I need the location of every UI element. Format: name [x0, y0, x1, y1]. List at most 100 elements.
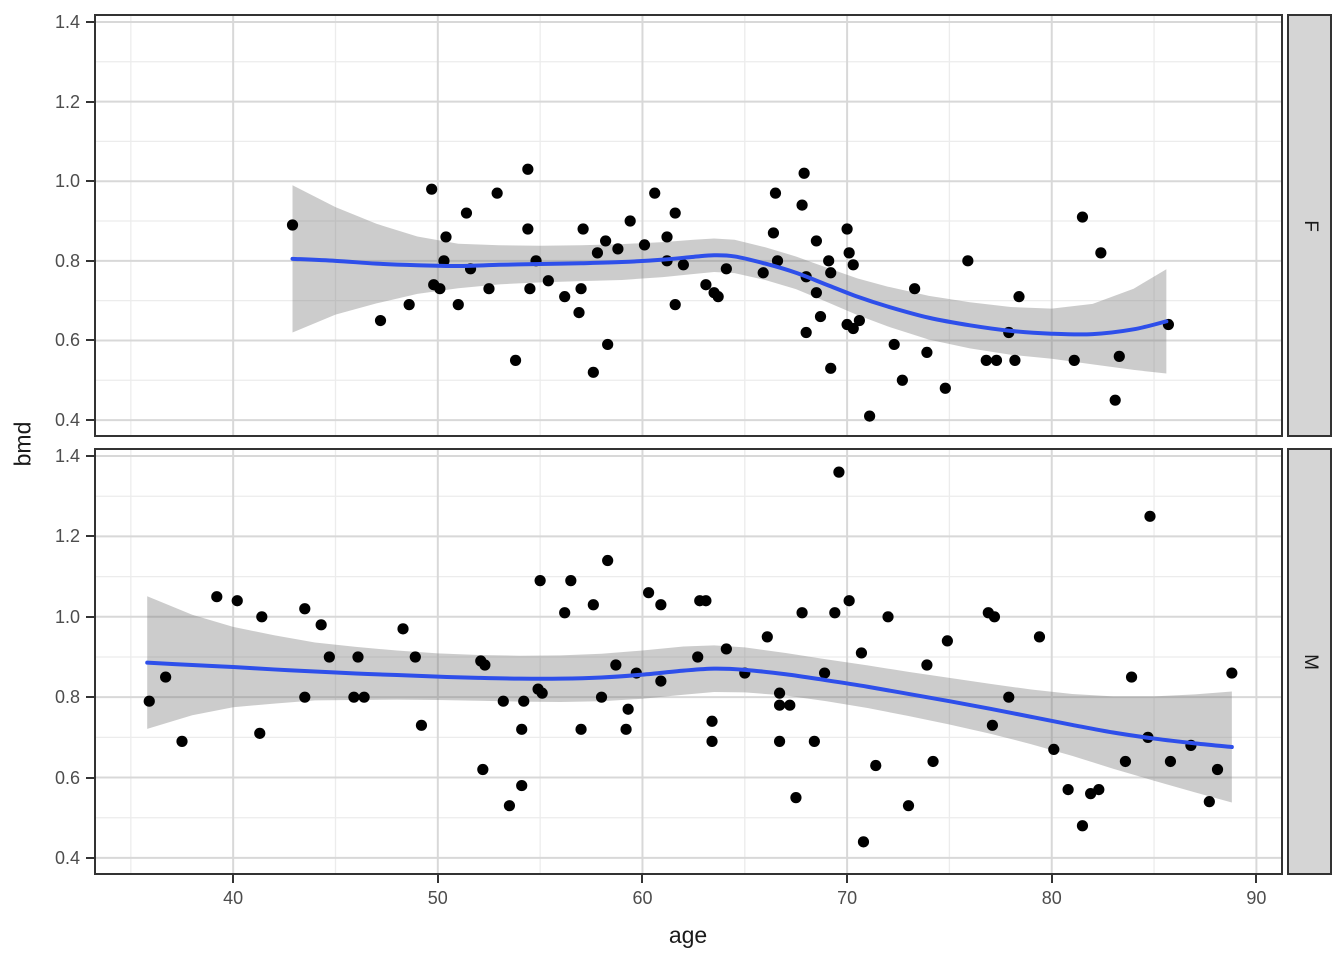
data-point — [143, 695, 155, 707]
data-point — [833, 466, 845, 478]
y-tick — [86, 615, 94, 618]
x-tick — [846, 875, 849, 883]
data-point — [620, 723, 632, 735]
data-point — [524, 283, 536, 295]
data-point — [720, 263, 732, 275]
y-tick-label: 1.2 — [54, 526, 80, 547]
data-point — [577, 223, 589, 235]
data-point — [1211, 763, 1224, 776]
data-point — [798, 167, 810, 179]
x-tick-label: 70 — [837, 888, 858, 908]
data-point — [256, 611, 268, 623]
data-point — [870, 759, 882, 772]
data-point — [176, 735, 188, 747]
data-point — [939, 382, 951, 394]
x-tick-label: 80 — [1041, 888, 1062, 908]
x-tick-label: 40 — [223, 888, 244, 908]
y-tick — [86, 180, 94, 183]
data-point — [534, 575, 546, 587]
data-point — [720, 643, 732, 655]
data-point — [559, 291, 571, 303]
data-point — [823, 255, 835, 267]
data-point — [286, 219, 299, 231]
data-point — [700, 595, 712, 607]
y-tick-label: 1.0 — [54, 606, 80, 627]
data-point — [761, 631, 773, 643]
facet-panel-F — [94, 14, 1283, 437]
data-point — [323, 651, 335, 663]
data-point — [655, 675, 667, 687]
y-tick — [86, 259, 94, 262]
data-point — [403, 299, 415, 311]
data-point — [254, 727, 266, 739]
data-point — [1033, 631, 1046, 643]
y-tick — [86, 696, 94, 699]
data-point — [595, 691, 608, 703]
data-point — [757, 267, 769, 279]
y-tick — [86, 856, 94, 859]
y-tick-label: 0.4 — [54, 410, 80, 431]
data-point — [1226, 667, 1238, 679]
data-point — [843, 247, 855, 259]
facet-panel-M — [94, 448, 1283, 875]
data-point — [988, 611, 1001, 623]
data-point — [1093, 784, 1105, 796]
data-point — [825, 267, 837, 279]
data-point — [896, 374, 908, 386]
data-point — [536, 687, 548, 699]
y-tick — [86, 776, 94, 779]
data-point — [622, 703, 634, 715]
data-point — [1203, 796, 1215, 808]
data-point — [1113, 350, 1125, 362]
data-point — [1068, 354, 1080, 366]
data-point — [677, 259, 689, 271]
data-point — [855, 647, 868, 659]
y-tick-label: 1.4 — [54, 446, 80, 467]
data-point — [810, 287, 823, 299]
x-tick-label: 60 — [632, 888, 653, 908]
panel-border — [94, 448, 1283, 875]
y-tick — [86, 535, 94, 538]
data-point — [784, 699, 796, 711]
data-point — [600, 235, 612, 247]
data-point — [483, 283, 495, 295]
data-point — [522, 163, 534, 175]
data-point — [610, 659, 622, 671]
data-point — [438, 255, 450, 267]
data-point — [986, 719, 999, 731]
data-point — [397, 623, 409, 635]
confidence-band — [292, 185, 1167, 374]
y-tick-label: 0.4 — [54, 847, 80, 868]
data-point — [426, 183, 438, 195]
data-point — [559, 607, 571, 619]
data-point — [773, 687, 786, 699]
x-tick — [1050, 875, 1053, 883]
data-point — [990, 354, 1003, 366]
y-tick-label: 1.4 — [54, 11, 80, 32]
data-point — [160, 671, 172, 683]
data-point — [352, 651, 364, 663]
data-point — [825, 362, 837, 374]
y-tick-label: 0.8 — [54, 250, 80, 271]
data-point — [503, 800, 516, 812]
data-point — [575, 723, 587, 735]
data-point — [661, 231, 673, 243]
y-tick — [86, 339, 94, 342]
data-point — [941, 635, 953, 647]
x-tick — [641, 875, 644, 883]
data-point — [649, 187, 661, 199]
y-tick-label: 1.0 — [54, 171, 80, 192]
data-point — [847, 259, 859, 271]
data-point — [1119, 755, 1132, 768]
data-point — [522, 223, 534, 235]
data-point — [857, 836, 870, 848]
data-point — [565, 575, 577, 587]
data-point — [800, 326, 812, 339]
data-point — [516, 723, 528, 735]
data-point — [415, 719, 428, 731]
data-point — [712, 291, 724, 303]
data-point — [818, 667, 831, 679]
data-point — [1164, 755, 1177, 768]
data-point — [434, 283, 446, 295]
